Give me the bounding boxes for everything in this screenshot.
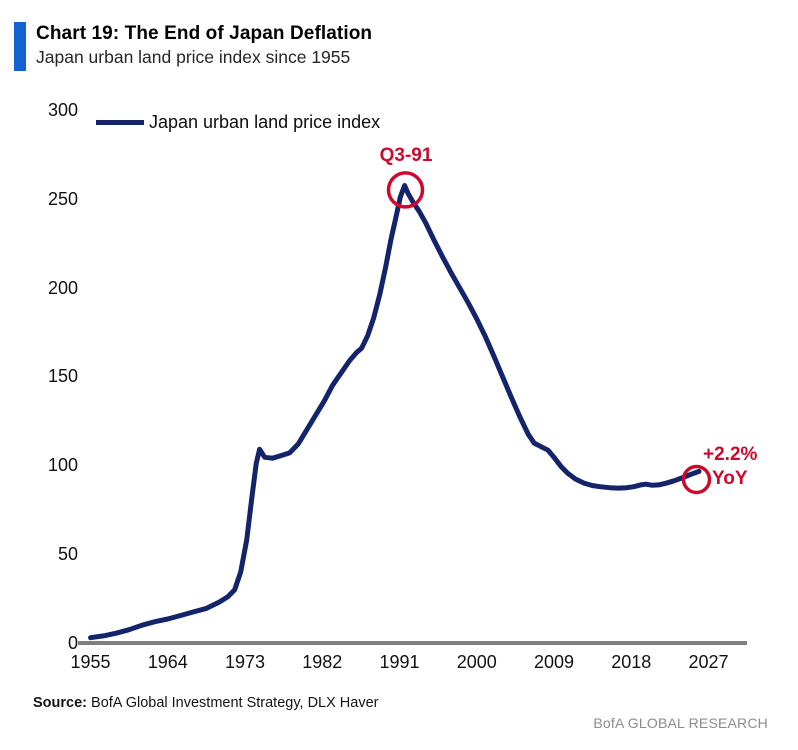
y-tick-50: 50	[57, 544, 78, 565]
x-tick-2027: 2027	[688, 652, 729, 672]
y-tick-150: 150	[47, 366, 78, 387]
x-tick-1955: 1955	[70, 652, 111, 672]
legend: Japan urban land price index	[96, 109, 380, 135]
brand-mark: BofA GLOBAL RESEARCH	[593, 715, 768, 731]
x-tick-2009: 2009	[533, 652, 574, 672]
y-tick-100: 100	[47, 455, 78, 476]
y-tick-300: 300	[47, 99, 78, 120]
chart-subtitle: Japan urban land price index since 1955	[36, 47, 351, 67]
legend-label: Japan urban land price index	[149, 111, 381, 132]
y-tick-0: 0	[67, 633, 78, 653]
x-tick-2018: 2018	[611, 652, 652, 672]
chart-header: Chart 19: The End of Japan Deflation Jap…	[14, 22, 372, 71]
header-text-block: Chart 19: The End of Japan Deflation Jap…	[36, 22, 372, 71]
source-label: Source:	[33, 695, 87, 711]
legend-line-swatch	[96, 119, 144, 125]
annotation-circle-0	[386, 171, 425, 209]
x-tick-1982: 1982	[302, 652, 343, 672]
header-accent-bar	[14, 22, 26, 71]
end-annotation-pct: +2.2%	[703, 444, 758, 465]
y-tick-200: 200	[47, 277, 78, 298]
x-tick-1991: 1991	[379, 652, 420, 672]
data-line-japan-urban-land-price-index	[88, 183, 702, 641]
x-tick-2000: 2000	[456, 652, 497, 672]
peak-annotation-label: Q3-91	[379, 145, 433, 166]
source-text: BofA Global Investment Strategy, DLX Hav…	[87, 695, 379, 711]
x-tick-1964: 1964	[147, 652, 188, 672]
end-annotation-yoy: YoY	[712, 468, 748, 489]
annotation-circle-1	[681, 464, 712, 495]
source-note: Source: BofA Global Investment Strategy,…	[33, 695, 378, 711]
chart-title: Chart 19: The End of Japan Deflation	[36, 23, 373, 44]
x-tick-1973: 1973	[224, 652, 265, 672]
y-tick-250: 250	[47, 188, 78, 209]
